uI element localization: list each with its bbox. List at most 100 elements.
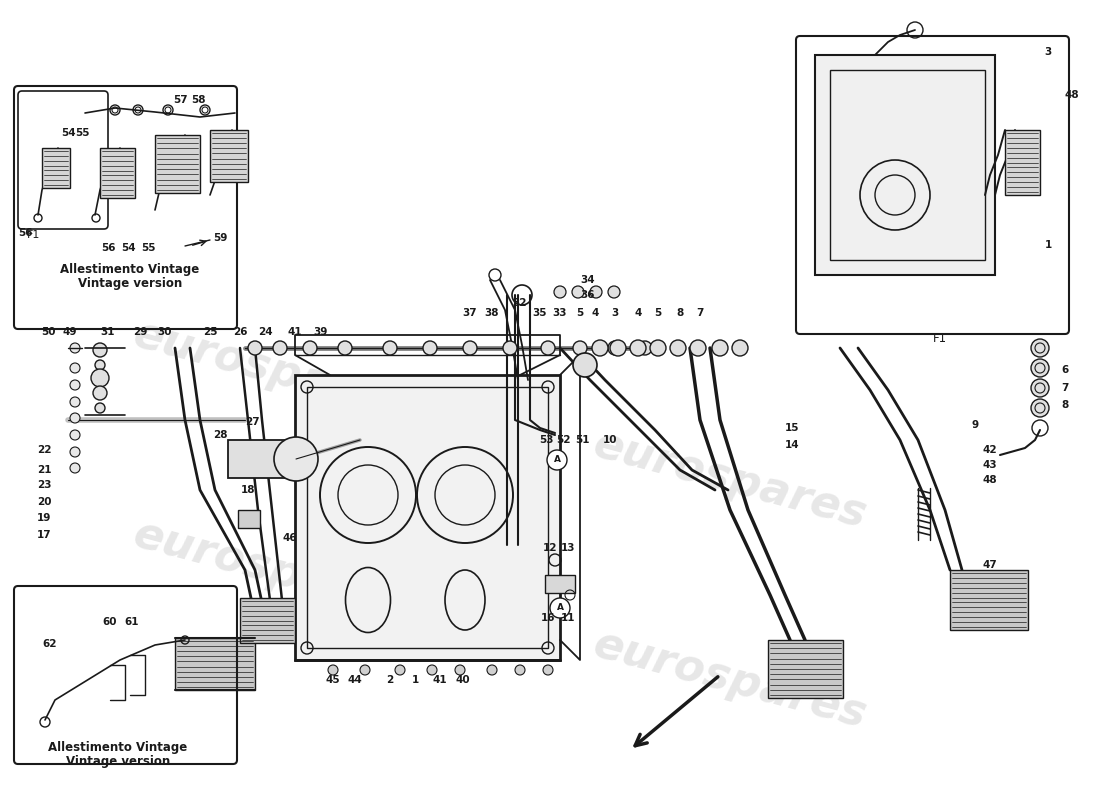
Text: 33: 33	[552, 308, 568, 318]
Text: 47: 47	[982, 560, 998, 570]
Text: 12: 12	[542, 543, 558, 553]
Circle shape	[650, 340, 666, 356]
Text: 49: 49	[63, 327, 77, 337]
Text: 7: 7	[1062, 383, 1069, 393]
Circle shape	[427, 665, 437, 675]
Text: 37: 37	[463, 308, 477, 318]
Circle shape	[503, 341, 517, 355]
Circle shape	[424, 341, 437, 355]
Text: 4: 4	[592, 308, 598, 318]
Circle shape	[590, 286, 602, 298]
Bar	[815, 55, 996, 275]
Circle shape	[573, 353, 597, 377]
Text: F1: F1	[28, 230, 41, 240]
Circle shape	[94, 386, 107, 400]
Circle shape	[573, 341, 587, 355]
Circle shape	[302, 341, 317, 355]
Text: 60: 60	[102, 617, 118, 627]
Text: 46: 46	[283, 533, 297, 543]
Text: Vintage version: Vintage version	[78, 277, 183, 290]
Text: 48: 48	[982, 475, 998, 485]
Circle shape	[547, 450, 567, 470]
Text: 6: 6	[1062, 365, 1068, 375]
Text: 43: 43	[982, 460, 998, 470]
Text: 50: 50	[41, 327, 55, 337]
Text: A: A	[557, 603, 563, 613]
Text: 15: 15	[784, 423, 800, 433]
Text: 48: 48	[1065, 90, 1079, 100]
Text: 52: 52	[556, 435, 570, 445]
Circle shape	[592, 340, 608, 356]
Text: 35: 35	[532, 308, 548, 318]
Text: 7: 7	[696, 308, 704, 318]
Bar	[42, 148, 70, 188]
Text: 19: 19	[36, 513, 52, 523]
Circle shape	[630, 340, 646, 356]
Text: 45: 45	[326, 675, 340, 685]
Text: 5: 5	[576, 308, 584, 318]
Text: 55: 55	[75, 128, 89, 138]
Bar	[210, 130, 248, 182]
Text: A: A	[553, 455, 561, 465]
Text: 16: 16	[541, 613, 556, 623]
Text: 3: 3	[1044, 47, 1052, 57]
Circle shape	[95, 403, 104, 413]
Text: 57: 57	[173, 95, 187, 105]
Text: 1: 1	[411, 675, 419, 685]
Text: eurospares: eurospares	[588, 623, 871, 737]
Text: 54: 54	[121, 243, 135, 253]
Circle shape	[248, 341, 262, 355]
Text: 21: 21	[36, 465, 52, 475]
Circle shape	[608, 286, 620, 298]
Text: 55: 55	[141, 243, 155, 253]
Text: 42: 42	[982, 445, 998, 455]
Circle shape	[70, 397, 80, 407]
Text: 14: 14	[784, 440, 800, 450]
Text: 30: 30	[157, 327, 173, 337]
Text: 8: 8	[676, 308, 683, 318]
Text: 24: 24	[257, 327, 273, 337]
Text: 25: 25	[202, 327, 218, 337]
Text: 22: 22	[36, 445, 52, 455]
Text: 10: 10	[603, 435, 617, 445]
Bar	[544, 575, 575, 593]
Text: Vintage version: Vintage version	[66, 755, 170, 769]
Circle shape	[1031, 379, 1049, 397]
Circle shape	[70, 463, 80, 473]
Bar	[830, 70, 984, 260]
Text: 56: 56	[101, 243, 116, 253]
Bar	[295, 375, 560, 660]
Text: 28: 28	[212, 430, 228, 440]
Text: 41: 41	[432, 675, 448, 685]
Circle shape	[515, 665, 525, 675]
Circle shape	[572, 286, 584, 298]
Text: 53: 53	[539, 435, 553, 445]
Text: 1: 1	[1044, 240, 1052, 250]
Text: Allestimento Vintage: Allestimento Vintage	[60, 263, 199, 277]
Bar	[228, 440, 296, 478]
Text: 39: 39	[312, 327, 327, 337]
Bar	[175, 638, 255, 690]
Text: 8: 8	[1062, 400, 1068, 410]
Bar	[307, 387, 548, 648]
Text: 4: 4	[635, 308, 641, 318]
Circle shape	[360, 665, 370, 675]
Text: 56: 56	[18, 228, 32, 238]
Circle shape	[608, 341, 622, 355]
Circle shape	[273, 341, 287, 355]
Text: F1: F1	[933, 331, 947, 345]
Text: 23: 23	[36, 480, 52, 490]
Bar	[768, 640, 843, 698]
Text: 61: 61	[124, 617, 140, 627]
Text: 18: 18	[241, 485, 255, 495]
Circle shape	[338, 341, 352, 355]
Bar	[155, 135, 200, 193]
Text: eurospares: eurospares	[129, 313, 411, 427]
Text: 58: 58	[190, 95, 206, 105]
Bar	[950, 570, 1028, 630]
Circle shape	[91, 369, 109, 387]
Circle shape	[543, 665, 553, 675]
Text: 31: 31	[101, 327, 116, 337]
Text: 34: 34	[581, 275, 595, 285]
Circle shape	[1031, 359, 1049, 377]
